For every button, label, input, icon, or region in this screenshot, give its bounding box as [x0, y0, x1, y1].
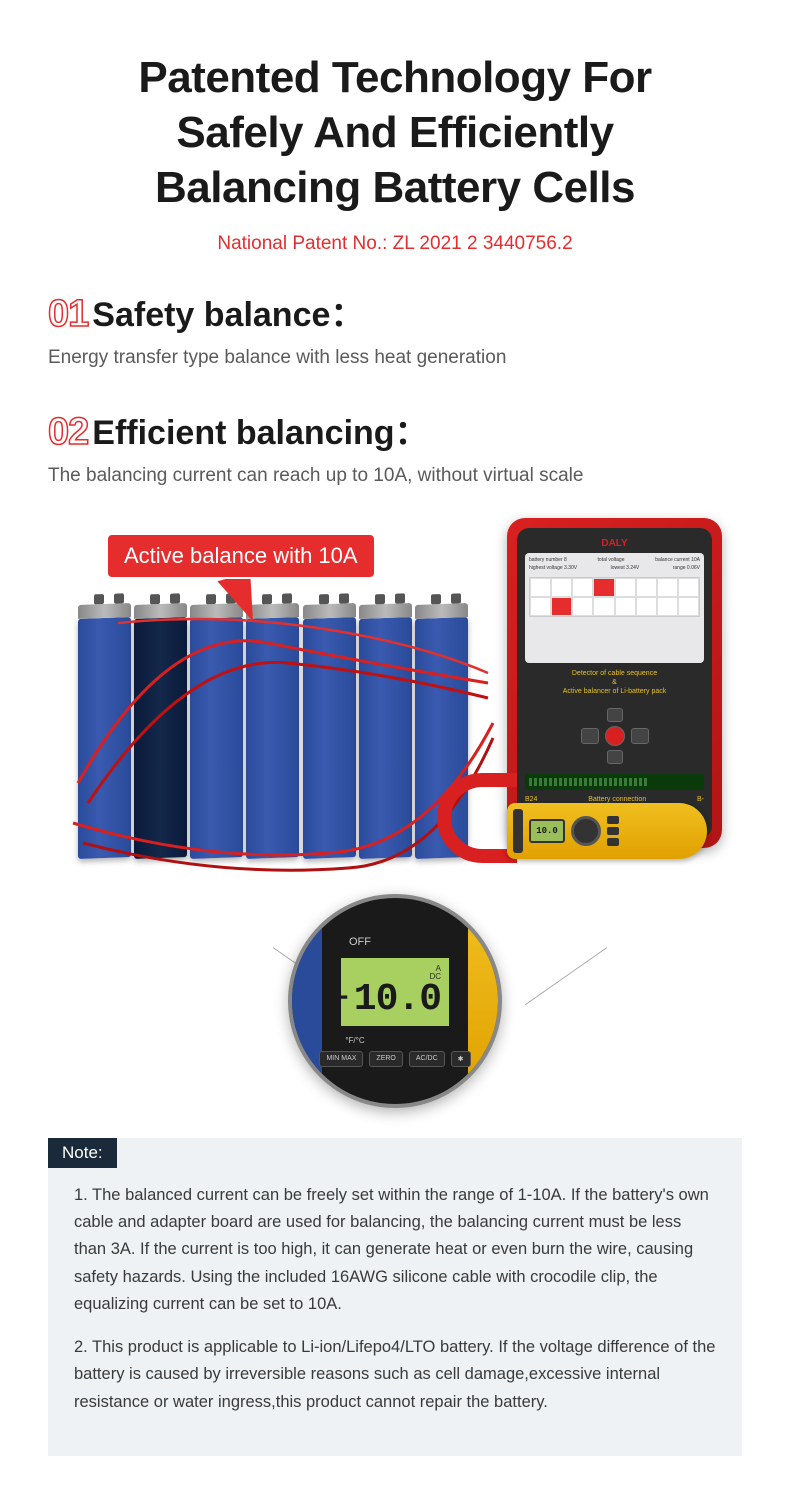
section-desc-2: The balancing current can reach up to 10…	[48, 462, 742, 491]
acdc-button: AC/DC	[409, 1051, 445, 1067]
clamp-reading-small: 10.0	[529, 819, 565, 843]
zoom-meter-buttons: MIN MAX ZERO AC/DC ✱	[319, 1051, 470, 1067]
minmax-button: MIN MAX	[319, 1051, 363, 1067]
lcd-reading: −10.0	[331, 981, 441, 1019]
note-heading: Note:	[48, 1138, 117, 1168]
device-screen: battery number 8total voltagebalance cur…	[525, 553, 704, 663]
clamp-jaw-icon	[437, 773, 517, 863]
note-paragraph-2: 2. This product is applicable to Li-ion/…	[74, 1334, 716, 1416]
section-efficient: 02 Efficient balancing： The balancing cu…	[48, 405, 742, 491]
page-title: Patented Technology For Safely And Effic…	[48, 50, 742, 215]
ok-button	[605, 726, 625, 746]
product-diagram: Active balance with 10A DALY battery num…	[48, 518, 742, 1108]
section-safety: 01 Safety balance： Energy transfer type …	[48, 287, 742, 373]
light-button: ✱	[451, 1051, 471, 1067]
section-title-1: Safety balance：	[92, 287, 364, 336]
patent-number: National Patent No.: ZL 2021 2 3440756.2	[48, 233, 742, 255]
zoom-lcd: A DC −10.0	[335, 952, 455, 1032]
section-desc-1: Energy transfer type balance with less h…	[48, 344, 742, 373]
section-number-1: 01	[48, 293, 88, 336]
down-button	[607, 750, 623, 764]
zero-button: ZERO	[369, 1051, 402, 1067]
device-port	[525, 774, 704, 790]
title-line-1: Patented Technology For	[138, 53, 651, 102]
wires-icon	[68, 603, 498, 883]
zoom-off-label: OFF	[349, 936, 371, 948]
note-block: Note: 1. The balanced current can be fre…	[48, 1138, 742, 1456]
note-paragraph-1: 1. The balanced current can be freely se…	[74, 1182, 716, 1318]
zoom-detail: OFF A DC −10.0 °F/°C MIN MAX ZERO AC/DC …	[288, 894, 502, 1108]
clamp-body: 10.0	[507, 803, 707, 859]
zoom-fc-label: °F/°C	[345, 1036, 364, 1045]
on-button	[581, 728, 599, 744]
title-line-3: Balancing Battery Cells	[155, 163, 635, 212]
clamp-meter: 10.0	[467, 798, 707, 868]
clamp-dial-icon	[571, 816, 601, 846]
callout-badge: Active balance with 10A	[106, 533, 376, 579]
zoom-guide-line	[525, 947, 607, 1005]
right-button	[631, 728, 649, 744]
section-title-2: Efficient balancing：	[92, 405, 428, 454]
device-caption: Detector of cable sequence & Active bala…	[525, 669, 704, 696]
device-brand: DALY	[525, 538, 704, 549]
title-line-2: Safely And Efficiently	[176, 108, 613, 157]
up-button	[607, 708, 623, 722]
device-dpad	[575, 706, 655, 766]
section-number-2: 02	[48, 411, 88, 454]
